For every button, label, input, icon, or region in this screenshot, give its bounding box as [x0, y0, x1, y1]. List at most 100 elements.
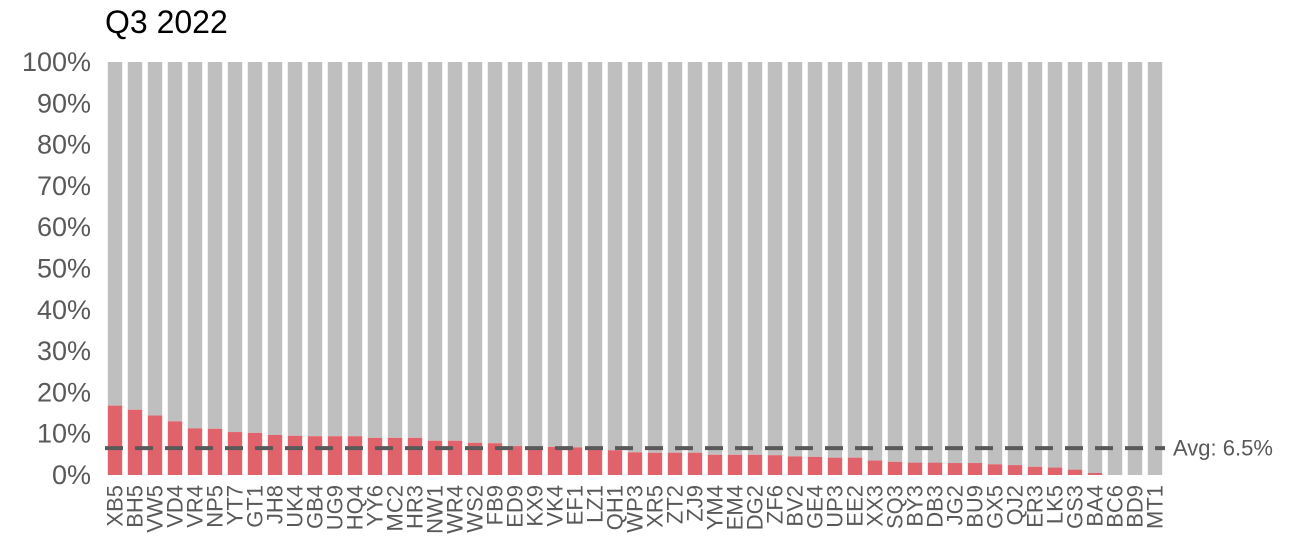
bar-bh5: [127, 409, 143, 475]
x-tick-label: ER3: [1023, 485, 1048, 528]
x-tick-label: BD9: [1123, 485, 1148, 528]
bar-remainder-uk4: [287, 62, 303, 436]
y-tick-label: 40%: [37, 295, 91, 325]
bar-remainder-gx5: [987, 62, 1003, 465]
bar-remainder-bh5: [127, 62, 143, 410]
bar-ef1: [567, 447, 583, 475]
bar-zf6: [767, 455, 783, 475]
bar-remainder-lz1: [587, 62, 603, 449]
bar-remainder-bv2: [787, 62, 803, 457]
bar-nw1: [427, 440, 443, 475]
x-tick-label: ZJ9: [683, 485, 708, 522]
bar-gs3: [1067, 469, 1083, 475]
y-tick-label: 70%: [37, 171, 91, 201]
bar-remainder-ym4: [707, 62, 723, 455]
bar-remainder-lk5: [1047, 62, 1063, 468]
bar-jh8: [267, 434, 283, 475]
x-tick-label: BH5: [123, 485, 148, 528]
bar-xx3: [867, 460, 883, 475]
bar-remainder-bu9: [967, 62, 983, 464]
x-tick-label: EF1: [563, 485, 588, 525]
bar-remainder-xx3: [867, 62, 883, 461]
x-tick-label: SQ3: [883, 485, 908, 529]
y-tick-label: 10%: [37, 419, 91, 449]
bar-remainder-zt2: [667, 62, 683, 453]
bar-remainder-vr4: [187, 62, 203, 429]
bar-em4: [727, 454, 743, 475]
x-tick-label: UG9: [323, 485, 348, 530]
bar-remainder-er3: [1027, 62, 1043, 467]
x-tick-label: MC2: [383, 485, 408, 531]
bar-remainder-ef1: [567, 62, 583, 448]
bar-remainder-mc2: [387, 62, 403, 438]
y-tick-label: 50%: [37, 254, 91, 284]
x-tick-label: HR3: [403, 485, 428, 529]
bar-remainder-dg2: [747, 62, 763, 455]
bar-db3: [927, 462, 943, 475]
bar-remainder-zj9: [687, 62, 703, 453]
bar-remainder-em4: [727, 62, 743, 455]
x-tick-label: XB5: [103, 485, 128, 527]
bar-ge4: [807, 456, 823, 475]
x-tick-label: VD4: [163, 485, 188, 528]
x-tick-label: BU9: [963, 485, 988, 528]
bar-yt7: [227, 432, 243, 475]
bar-remainder-vk4: [547, 62, 563, 447]
x-tick-label: KX9: [523, 485, 548, 527]
x-tick-label: XX3: [863, 485, 888, 527]
y-axis: 0% 10% 20% 30% 40% 50% 60% 70% 80% 90% 100%: [22, 47, 91, 490]
bar-remainder-gt1: [247, 62, 263, 433]
average-label: Avg: 6.5%: [1173, 436, 1273, 461]
x-tick-label: GS3: [1063, 485, 1088, 529]
bar-ed9: [507, 446, 523, 475]
bar-remainder-fb9: [487, 62, 503, 444]
x-tick-label: ED9: [503, 485, 528, 528]
x-tick-label: YM4: [703, 485, 728, 530]
bar-ee2: [847, 457, 863, 475]
bar-yy6: [367, 437, 383, 475]
bar-remainder-gb4: [307, 62, 323, 437]
bar-mc2: [387, 437, 403, 475]
bar-remainder-jh8: [267, 62, 283, 435]
bar-remainder-mt1: [1147, 62, 1163, 475]
bar-gx5: [987, 464, 1003, 475]
x-tick-label: WS2: [463, 485, 488, 533]
bar-remainder-ws2: [467, 62, 483, 443]
bar-remainder-gs3: [1067, 62, 1083, 470]
x-tick-label: VR4: [183, 485, 208, 528]
x-tick-label: BY3: [903, 485, 928, 527]
bar-remainder-ee2: [847, 62, 863, 458]
bar-vr4: [187, 428, 203, 475]
x-tick-label: XR5: [643, 485, 668, 528]
bar-remainder-np5: [207, 62, 223, 429]
x-tick-label: VW5: [143, 485, 168, 533]
x-tick-label: VK4: [543, 485, 568, 527]
bar-kx9: [527, 446, 543, 475]
bar-by3: [907, 462, 923, 475]
y-tick-label: 30%: [37, 336, 91, 366]
x-tick-label: NW1: [423, 485, 448, 534]
bar-remainder-qh1: [607, 62, 623, 451]
bar-remainder-ba4: [1087, 62, 1103, 473]
bar-sq3: [887, 461, 903, 475]
bar-remainder-yy6: [367, 62, 383, 438]
bar-remainder-yt7: [227, 62, 243, 433]
y-tick-label: 100%: [22, 47, 91, 77]
bar-remainder-wr4: [447, 62, 463, 441]
x-tick-label: DG2: [743, 485, 768, 530]
x-tick-label: GX5: [983, 485, 1008, 529]
x-tick-label: WR4: [443, 485, 468, 534]
x-tick-label: MT1: [1143, 485, 1168, 529]
bar-remainder-vd4: [167, 62, 183, 422]
bar-remainder-hq4: [347, 62, 363, 437]
chart-title: Q3 2022: [105, 4, 228, 40]
bar-remainder-qj2: [1007, 62, 1023, 466]
x-tick-label: DB3: [923, 485, 948, 528]
bar-ym4: [707, 454, 723, 475]
x-tick-label: JH8: [263, 485, 288, 524]
x-tick-label: ZF6: [763, 485, 788, 524]
bar-remainder-xb5: [107, 62, 123, 406]
bar-hq4: [347, 436, 363, 475]
bar-qj2: [1007, 465, 1023, 475]
bar-remainder-ug9: [327, 62, 343, 437]
